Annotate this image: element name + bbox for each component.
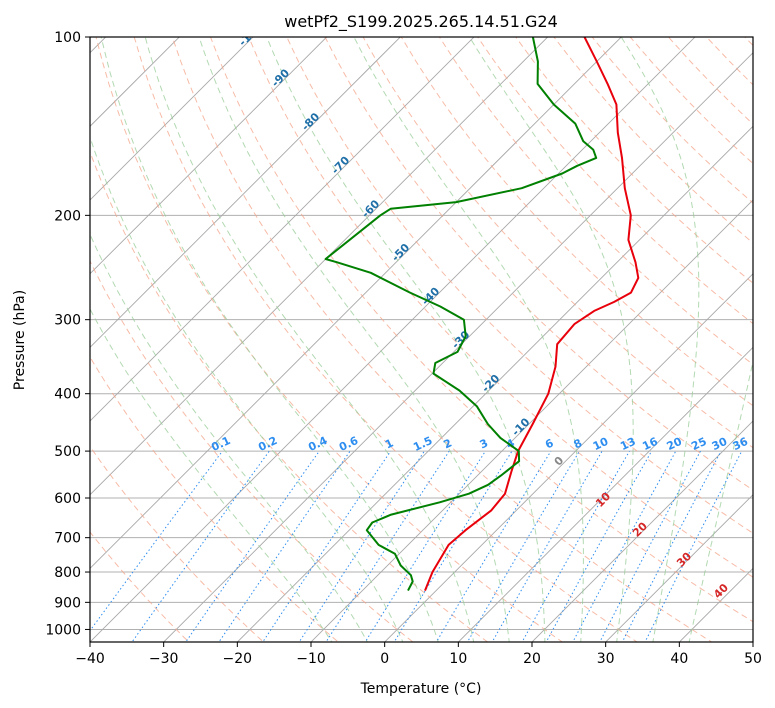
y-tick-label: 1000 bbox=[45, 622, 81, 638]
y-tick-label: 300 bbox=[54, 313, 81, 329]
mixing-ratio-line bbox=[545, 450, 653, 642]
moist-adiabat-line bbox=[469, 37, 634, 642]
dry-adiabat-line bbox=[90, 356, 339, 642]
y-tick-label: 100 bbox=[54, 30, 81, 46]
isotherm-label: -100 bbox=[236, 20, 265, 49]
y-tick-label: 600 bbox=[54, 491, 81, 507]
moist-adiabat-line bbox=[353, 37, 584, 642]
x-axis-label: Temperature (°C) bbox=[360, 681, 482, 697]
dewpoint-profile-line bbox=[324, 37, 598, 592]
y-axis: 100 200 300 400 500 600 700 800 900 1000 bbox=[45, 30, 90, 638]
chart-title: wetPf2_S199.2025.265.14.51.G24 bbox=[284, 12, 558, 32]
dry-adiabat-line bbox=[90, 259, 414, 642]
dry-adiabat-line bbox=[95, 37, 564, 642]
isotherm-line bbox=[384, 273, 753, 642]
x-tick-label: −40 bbox=[75, 651, 105, 667]
dry-adiabat-line bbox=[324, 37, 753, 491]
isotherm-line bbox=[310, 199, 753, 642]
moist-adiabat-line bbox=[144, 37, 475, 642]
mixing-ratio-line bbox=[599, 450, 701, 642]
mixing-ratio-line bbox=[491, 450, 603, 642]
mixing-ratio-line bbox=[131, 450, 270, 642]
y-tick-label: 700 bbox=[54, 531, 81, 547]
y-tick-label: 500 bbox=[54, 444, 81, 460]
y-axis-label: Pressure (hPa) bbox=[12, 290, 28, 390]
isotherm-line bbox=[531, 420, 753, 642]
isotherm-line bbox=[163, 52, 753, 642]
x-tick-label: 20 bbox=[523, 651, 541, 667]
dry-adiabat-line bbox=[286, 37, 753, 534]
temperature-profile-line bbox=[424, 37, 640, 591]
y-tick-label: 200 bbox=[54, 208, 81, 224]
mixing-ratio-line bbox=[435, 450, 552, 642]
mixing-ratio-label: 20 bbox=[665, 435, 685, 453]
x-tick-label: 0 bbox=[380, 651, 389, 667]
x-tick-label: −20 bbox=[223, 651, 253, 667]
mixing-ratio-label: 13 bbox=[618, 435, 637, 453]
y-tick-label: 900 bbox=[54, 595, 81, 611]
y-tick-label: 400 bbox=[54, 387, 81, 403]
mixing-ratio-line bbox=[298, 450, 425, 642]
isotherm-line bbox=[605, 494, 753, 642]
mixing-ratio-line bbox=[572, 450, 677, 642]
dry-adiabat-line bbox=[209, 37, 753, 623]
mixing-ratio-label: 36 bbox=[731, 435, 751, 453]
dry-adiabat-line bbox=[515, 37, 753, 284]
dry-adiabat-line bbox=[133, 37, 638, 642]
isotherm-line bbox=[90, 37, 254, 201]
isotherm-line bbox=[90, 37, 401, 348]
mixing-ratio-label: 16 bbox=[640, 435, 660, 453]
dry-adiabat-line bbox=[248, 37, 753, 578]
mixing-ratio-label: 25 bbox=[689, 435, 708, 453]
moist-adiabat-line bbox=[90, 135, 404, 642]
mixing-ratio-line bbox=[325, 450, 450, 642]
mixing-ratio-line bbox=[218, 450, 351, 642]
isotherm-line bbox=[90, 37, 696, 642]
moist-adiabat-line bbox=[90, 308, 333, 642]
moist-adiabat-line bbox=[688, 358, 753, 642]
x-tick-label: −10 bbox=[296, 651, 326, 667]
isotherm-line bbox=[90, 37, 622, 570]
moist-adiabat-line bbox=[266, 37, 546, 642]
mixing-ratio-label: 30 bbox=[710, 435, 730, 453]
mixing-ratio-line bbox=[262, 450, 392, 642]
x-tick-label: −30 bbox=[149, 651, 179, 667]
dry-adiabat-line bbox=[90, 150, 489, 642]
background-lines bbox=[90, 37, 753, 642]
dry-adiabat-line bbox=[362, 37, 753, 449]
x-axis: −40 −30 −20 −10 0 10 20 30 40 50 bbox=[75, 642, 762, 667]
isotherm-line bbox=[90, 37, 328, 275]
dry-adiabat-line bbox=[90, 531, 190, 642]
moist-adiabat-line bbox=[100, 37, 439, 642]
y-tick-label: 800 bbox=[54, 565, 81, 581]
moist-adiabat-line bbox=[620, 37, 700, 642]
moist-adiabat-line bbox=[90, 232, 368, 642]
isotherm-line bbox=[457, 346, 753, 642]
x-tick-label: 10 bbox=[449, 651, 467, 667]
mixing-ratio-line bbox=[466, 450, 580, 642]
isotherm-line bbox=[236, 125, 753, 642]
moist-adiabat-line bbox=[198, 37, 510, 642]
isotherm-line bbox=[90, 37, 549, 496]
isotherm-line bbox=[90, 37, 180, 127]
mixing-ratio-line bbox=[393, 450, 513, 642]
x-tick-label: 30 bbox=[597, 651, 615, 667]
isotherm-line bbox=[90, 37, 475, 422]
x-tick-label: 50 bbox=[744, 651, 762, 667]
x-tick-label: 40 bbox=[670, 651, 688, 667]
mixing-ratio-label: 10 bbox=[591, 435, 611, 453]
plot-frame bbox=[89, 36, 754, 643]
dry-adiabat-line bbox=[90, 445, 265, 642]
profile-series bbox=[324, 37, 640, 592]
dry-adiabat-line bbox=[171, 37, 713, 642]
